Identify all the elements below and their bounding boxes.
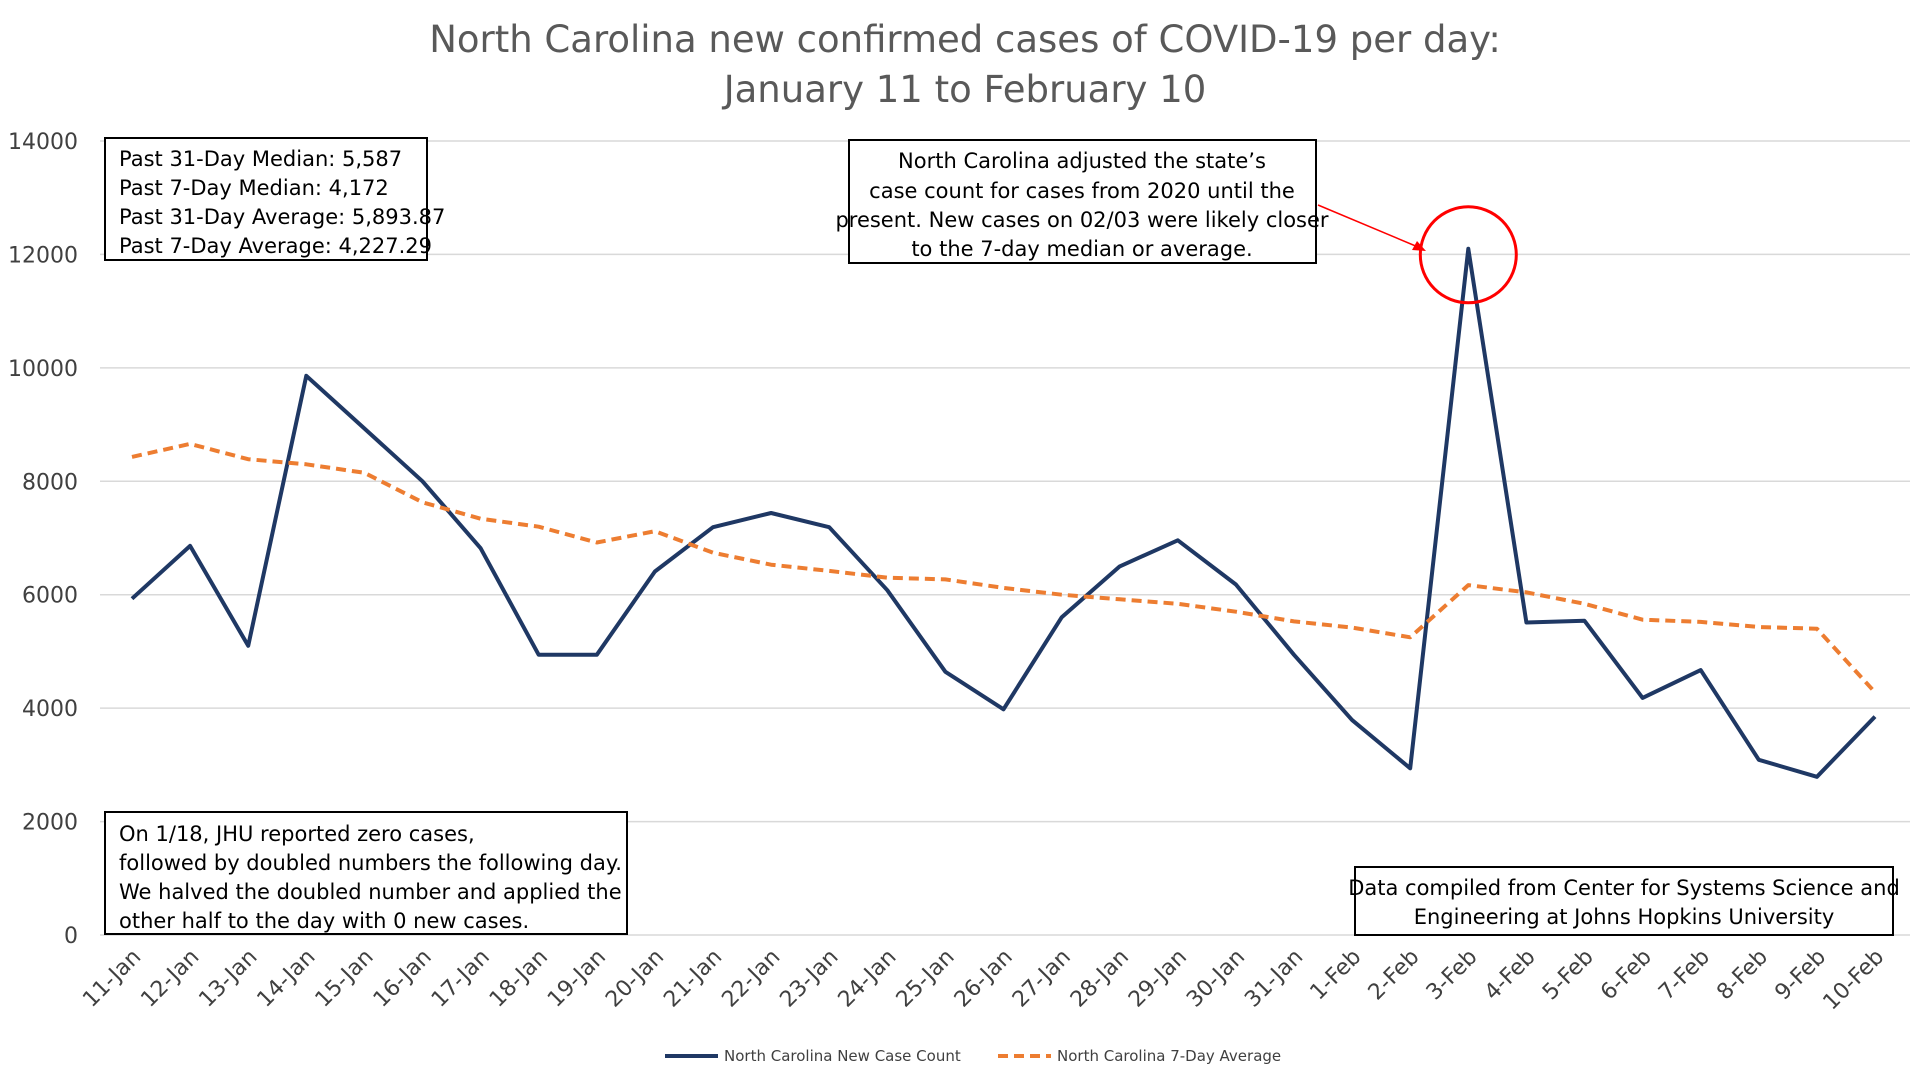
y-tick-label: 8000 [22, 470, 78, 495]
y-tick-label: 14000 [8, 130, 78, 155]
legend-label-new-cases: North Carolina New Case Count [724, 1047, 961, 1065]
adjustment-arrow [1317, 204, 1426, 251]
stats-box-line: Past 7-Day Average: 4,227.29 [119, 234, 432, 258]
adjustment-note-line: to the 7-day median or average. [911, 237, 1252, 261]
legend-label-7-day-average: North Carolina 7-Day Average [1057, 1047, 1281, 1065]
adjustment-note-line: case count for cases from 2020 until the [869, 179, 1295, 203]
chart-title-line-1: North Carolina new confirmed cases of CO… [429, 18, 1501, 61]
stats-box-line: Past 7-Day Median: 4,172 [119, 176, 389, 200]
adjustment-note-line: present. New cases on 02/03 were likely … [835, 208, 1328, 232]
jhu-note-line: followed by doubled numbers the followin… [119, 851, 622, 875]
jhu-note-line: other half to the day with 0 new cases. [119, 909, 529, 933]
series-line-new-cases [130, 246, 1877, 779]
stats-box-border [104, 137, 428, 261]
adjustment-note-box: North Carolina adjusted the state’s case… [835, 139, 1329, 264]
series-lines [130, 246, 1877, 779]
y-tick-label: 10000 [8, 357, 78, 382]
y-tick-label: 6000 [22, 584, 78, 609]
chart-title-line-2: January 11 to February 10 [722, 68, 1207, 111]
source-note-line: Data compiled from Center for Systems Sc… [1348, 876, 1900, 900]
source-note-box: Data compiled from Center for Systems Sc… [1348, 866, 1900, 936]
adjustment-note-border [848, 139, 1317, 264]
y-tick-label: 12000 [8, 243, 78, 268]
y-axis-ticks: 0 2000 4000 6000 8000 10000 12000 14000 [8, 130, 78, 949]
y-tick-label: 0 [64, 924, 78, 949]
jhu-note-line: On 1/18, JHU reported zero cases, [119, 822, 475, 846]
source-note-line: Engineering at Johns Hopkins University [1414, 905, 1835, 929]
source-note-border [1354, 866, 1894, 936]
arrow-line [1317, 204, 1419, 248]
y-tick-label: 4000 [22, 697, 78, 722]
legend: North Carolina New Case Count North Caro… [665, 1047, 1281, 1065]
stats-box-line: Past 31-Day Average: 5,893.87 [119, 205, 445, 229]
jhu-note-box: On 1/18, JHU reported zero cases, follow… [104, 811, 628, 935]
spike-highlight-circle [1418, 205, 1518, 305]
adjustment-note-line: North Carolina adjusted the state’s [898, 149, 1266, 173]
stats-box-line: Past 31-Day Median: 5,587 [119, 147, 402, 171]
arrow-head [1412, 241, 1426, 251]
stats-box: Past 31-Day Median: 5,587 Past 7-Day Med… [104, 137, 445, 261]
jhu-note-border [104, 811, 628, 935]
y-tick-label: 2000 [22, 811, 78, 836]
jhu-note-line: We halved the doubled number and applied… [119, 880, 622, 904]
